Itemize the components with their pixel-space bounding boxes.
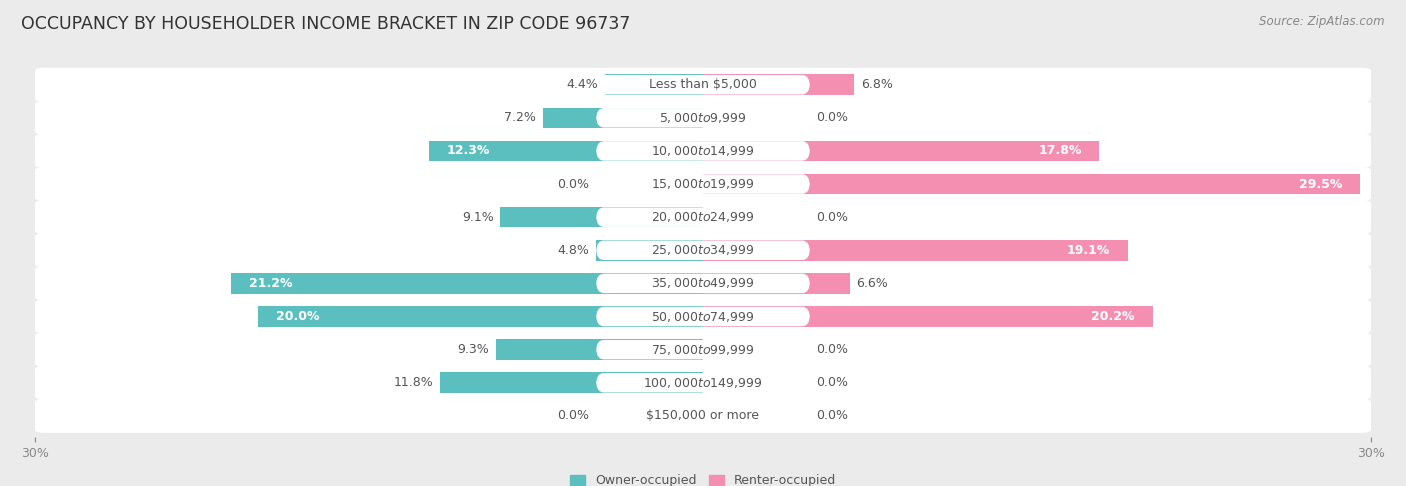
Text: 4.8%: 4.8%	[558, 244, 589, 257]
Bar	[703, 174, 1360, 194]
FancyBboxPatch shape	[31, 233, 1375, 267]
Text: 19.1%: 19.1%	[1067, 244, 1111, 257]
Bar	[501, 207, 703, 227]
Text: 0.0%: 0.0%	[817, 343, 849, 356]
Text: 0.0%: 0.0%	[817, 376, 849, 389]
Text: 9.3%: 9.3%	[457, 343, 489, 356]
FancyBboxPatch shape	[31, 399, 1375, 433]
FancyBboxPatch shape	[596, 174, 810, 194]
Text: 17.8%: 17.8%	[1038, 144, 1081, 157]
Bar	[496, 339, 703, 360]
FancyBboxPatch shape	[31, 101, 1375, 135]
Text: 6.8%: 6.8%	[860, 78, 893, 91]
Bar	[703, 273, 849, 294]
FancyBboxPatch shape	[31, 167, 1375, 201]
Text: 0.0%: 0.0%	[557, 409, 589, 422]
FancyBboxPatch shape	[596, 75, 810, 94]
Text: 4.4%: 4.4%	[567, 78, 599, 91]
Bar	[429, 140, 703, 161]
FancyBboxPatch shape	[31, 366, 1375, 399]
FancyBboxPatch shape	[31, 266, 1375, 300]
FancyBboxPatch shape	[31, 333, 1375, 366]
FancyBboxPatch shape	[596, 307, 810, 326]
Bar	[257, 306, 703, 327]
Text: Less than $5,000: Less than $5,000	[650, 78, 756, 91]
Text: 20.0%: 20.0%	[276, 310, 319, 323]
FancyBboxPatch shape	[31, 134, 1375, 168]
Bar	[703, 140, 1099, 161]
Text: $15,000 to $19,999: $15,000 to $19,999	[651, 177, 755, 191]
Text: $20,000 to $24,999: $20,000 to $24,999	[651, 210, 755, 224]
Text: OCCUPANCY BY HOUSEHOLDER INCOME BRACKET IN ZIP CODE 96737: OCCUPANCY BY HOUSEHOLDER INCOME BRACKET …	[21, 15, 630, 33]
Text: 29.5%: 29.5%	[1299, 177, 1341, 191]
Bar	[703, 74, 855, 95]
Text: $100,000 to $149,999: $100,000 to $149,999	[644, 376, 762, 390]
Text: 6.6%: 6.6%	[856, 277, 889, 290]
Text: $35,000 to $49,999: $35,000 to $49,999	[651, 277, 755, 291]
FancyBboxPatch shape	[596, 208, 810, 227]
Bar	[543, 107, 703, 128]
FancyBboxPatch shape	[31, 200, 1375, 234]
Text: 20.2%: 20.2%	[1091, 310, 1135, 323]
FancyBboxPatch shape	[596, 274, 810, 293]
Text: $25,000 to $34,999: $25,000 to $34,999	[651, 243, 755, 257]
FancyBboxPatch shape	[596, 241, 810, 260]
Bar	[605, 74, 703, 95]
FancyBboxPatch shape	[31, 299, 1375, 333]
Text: $50,000 to $74,999: $50,000 to $74,999	[651, 310, 755, 324]
FancyBboxPatch shape	[596, 340, 810, 359]
Text: $10,000 to $14,999: $10,000 to $14,999	[651, 144, 755, 158]
FancyBboxPatch shape	[596, 108, 810, 128]
FancyBboxPatch shape	[596, 373, 810, 393]
Text: 9.1%: 9.1%	[463, 210, 494, 224]
Text: 11.8%: 11.8%	[394, 376, 433, 389]
FancyBboxPatch shape	[31, 68, 1375, 102]
Text: $75,000 to $99,999: $75,000 to $99,999	[651, 343, 755, 357]
FancyBboxPatch shape	[596, 141, 810, 161]
Legend: Owner-occupied, Renter-occupied: Owner-occupied, Renter-occupied	[569, 474, 837, 486]
Text: $5,000 to $9,999: $5,000 to $9,999	[659, 111, 747, 125]
Text: 21.2%: 21.2%	[249, 277, 292, 290]
Text: 7.2%: 7.2%	[505, 111, 536, 124]
Bar	[231, 273, 703, 294]
Bar	[703, 240, 1128, 260]
Text: 0.0%: 0.0%	[817, 210, 849, 224]
Text: 0.0%: 0.0%	[817, 111, 849, 124]
Bar	[440, 372, 703, 393]
Text: $150,000 or more: $150,000 or more	[647, 409, 759, 422]
Bar	[703, 306, 1153, 327]
Text: 12.3%: 12.3%	[447, 144, 491, 157]
Text: Source: ZipAtlas.com: Source: ZipAtlas.com	[1260, 15, 1385, 28]
Text: 0.0%: 0.0%	[557, 177, 589, 191]
Text: 0.0%: 0.0%	[817, 409, 849, 422]
Bar	[596, 240, 703, 260]
FancyBboxPatch shape	[596, 406, 810, 426]
